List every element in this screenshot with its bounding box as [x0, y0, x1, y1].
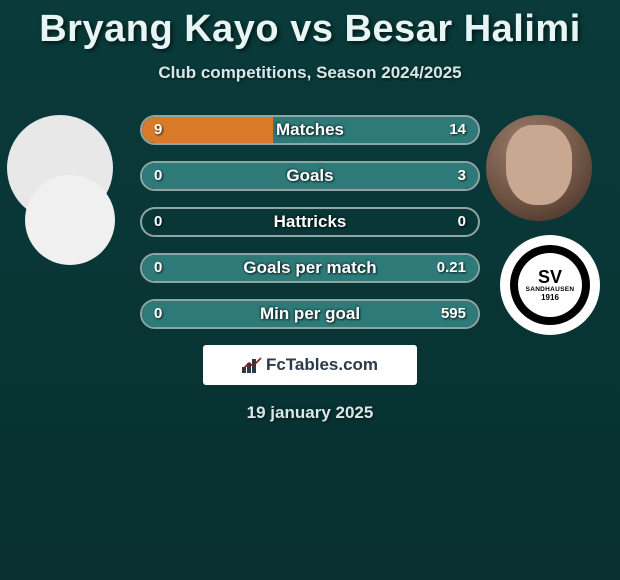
stat-bars: 914Matches 03Goals 00Hattricks 00.21Goals p…: [140, 115, 480, 329]
stat-label: Goals: [142, 163, 478, 189]
brand-text: FcTables.com: [266, 355, 378, 375]
stat-label: Min per goal: [142, 301, 478, 327]
stat-label: Matches: [142, 117, 478, 143]
stat-label: Goals per match: [142, 255, 478, 281]
team-right-initials: SV: [538, 268, 562, 286]
player-right-avatar: [486, 115, 592, 221]
subtitle: Club competitions, Season 2024/2025: [0, 63, 620, 83]
team-right-logo: SV SANDHAUSEN 1916: [500, 235, 600, 335]
brand-chart-icon: [242, 357, 262, 373]
stat-row: 914Matches: [140, 115, 480, 145]
stat-row: 00.21Goals per match: [140, 253, 480, 283]
stat-label: Hattricks: [142, 209, 478, 235]
stat-row: 0595Min per goal: [140, 299, 480, 329]
team-left-logo: [25, 175, 115, 265]
stats-area: SV SANDHAUSEN 1916 914Matches 03Goals 00Ha…: [0, 115, 620, 329]
brand-badge: FcTables.com: [203, 345, 417, 385]
stat-row: 03Goals: [140, 161, 480, 191]
team-right-year: 1916: [541, 293, 559, 302]
stat-row: 00Hattricks: [140, 207, 480, 237]
team-right-name: SANDHAUSEN: [526, 286, 575, 293]
date: 19 january 2025: [0, 403, 620, 423]
page-title: Bryang Kayo vs Besar Halimi: [0, 0, 620, 51]
